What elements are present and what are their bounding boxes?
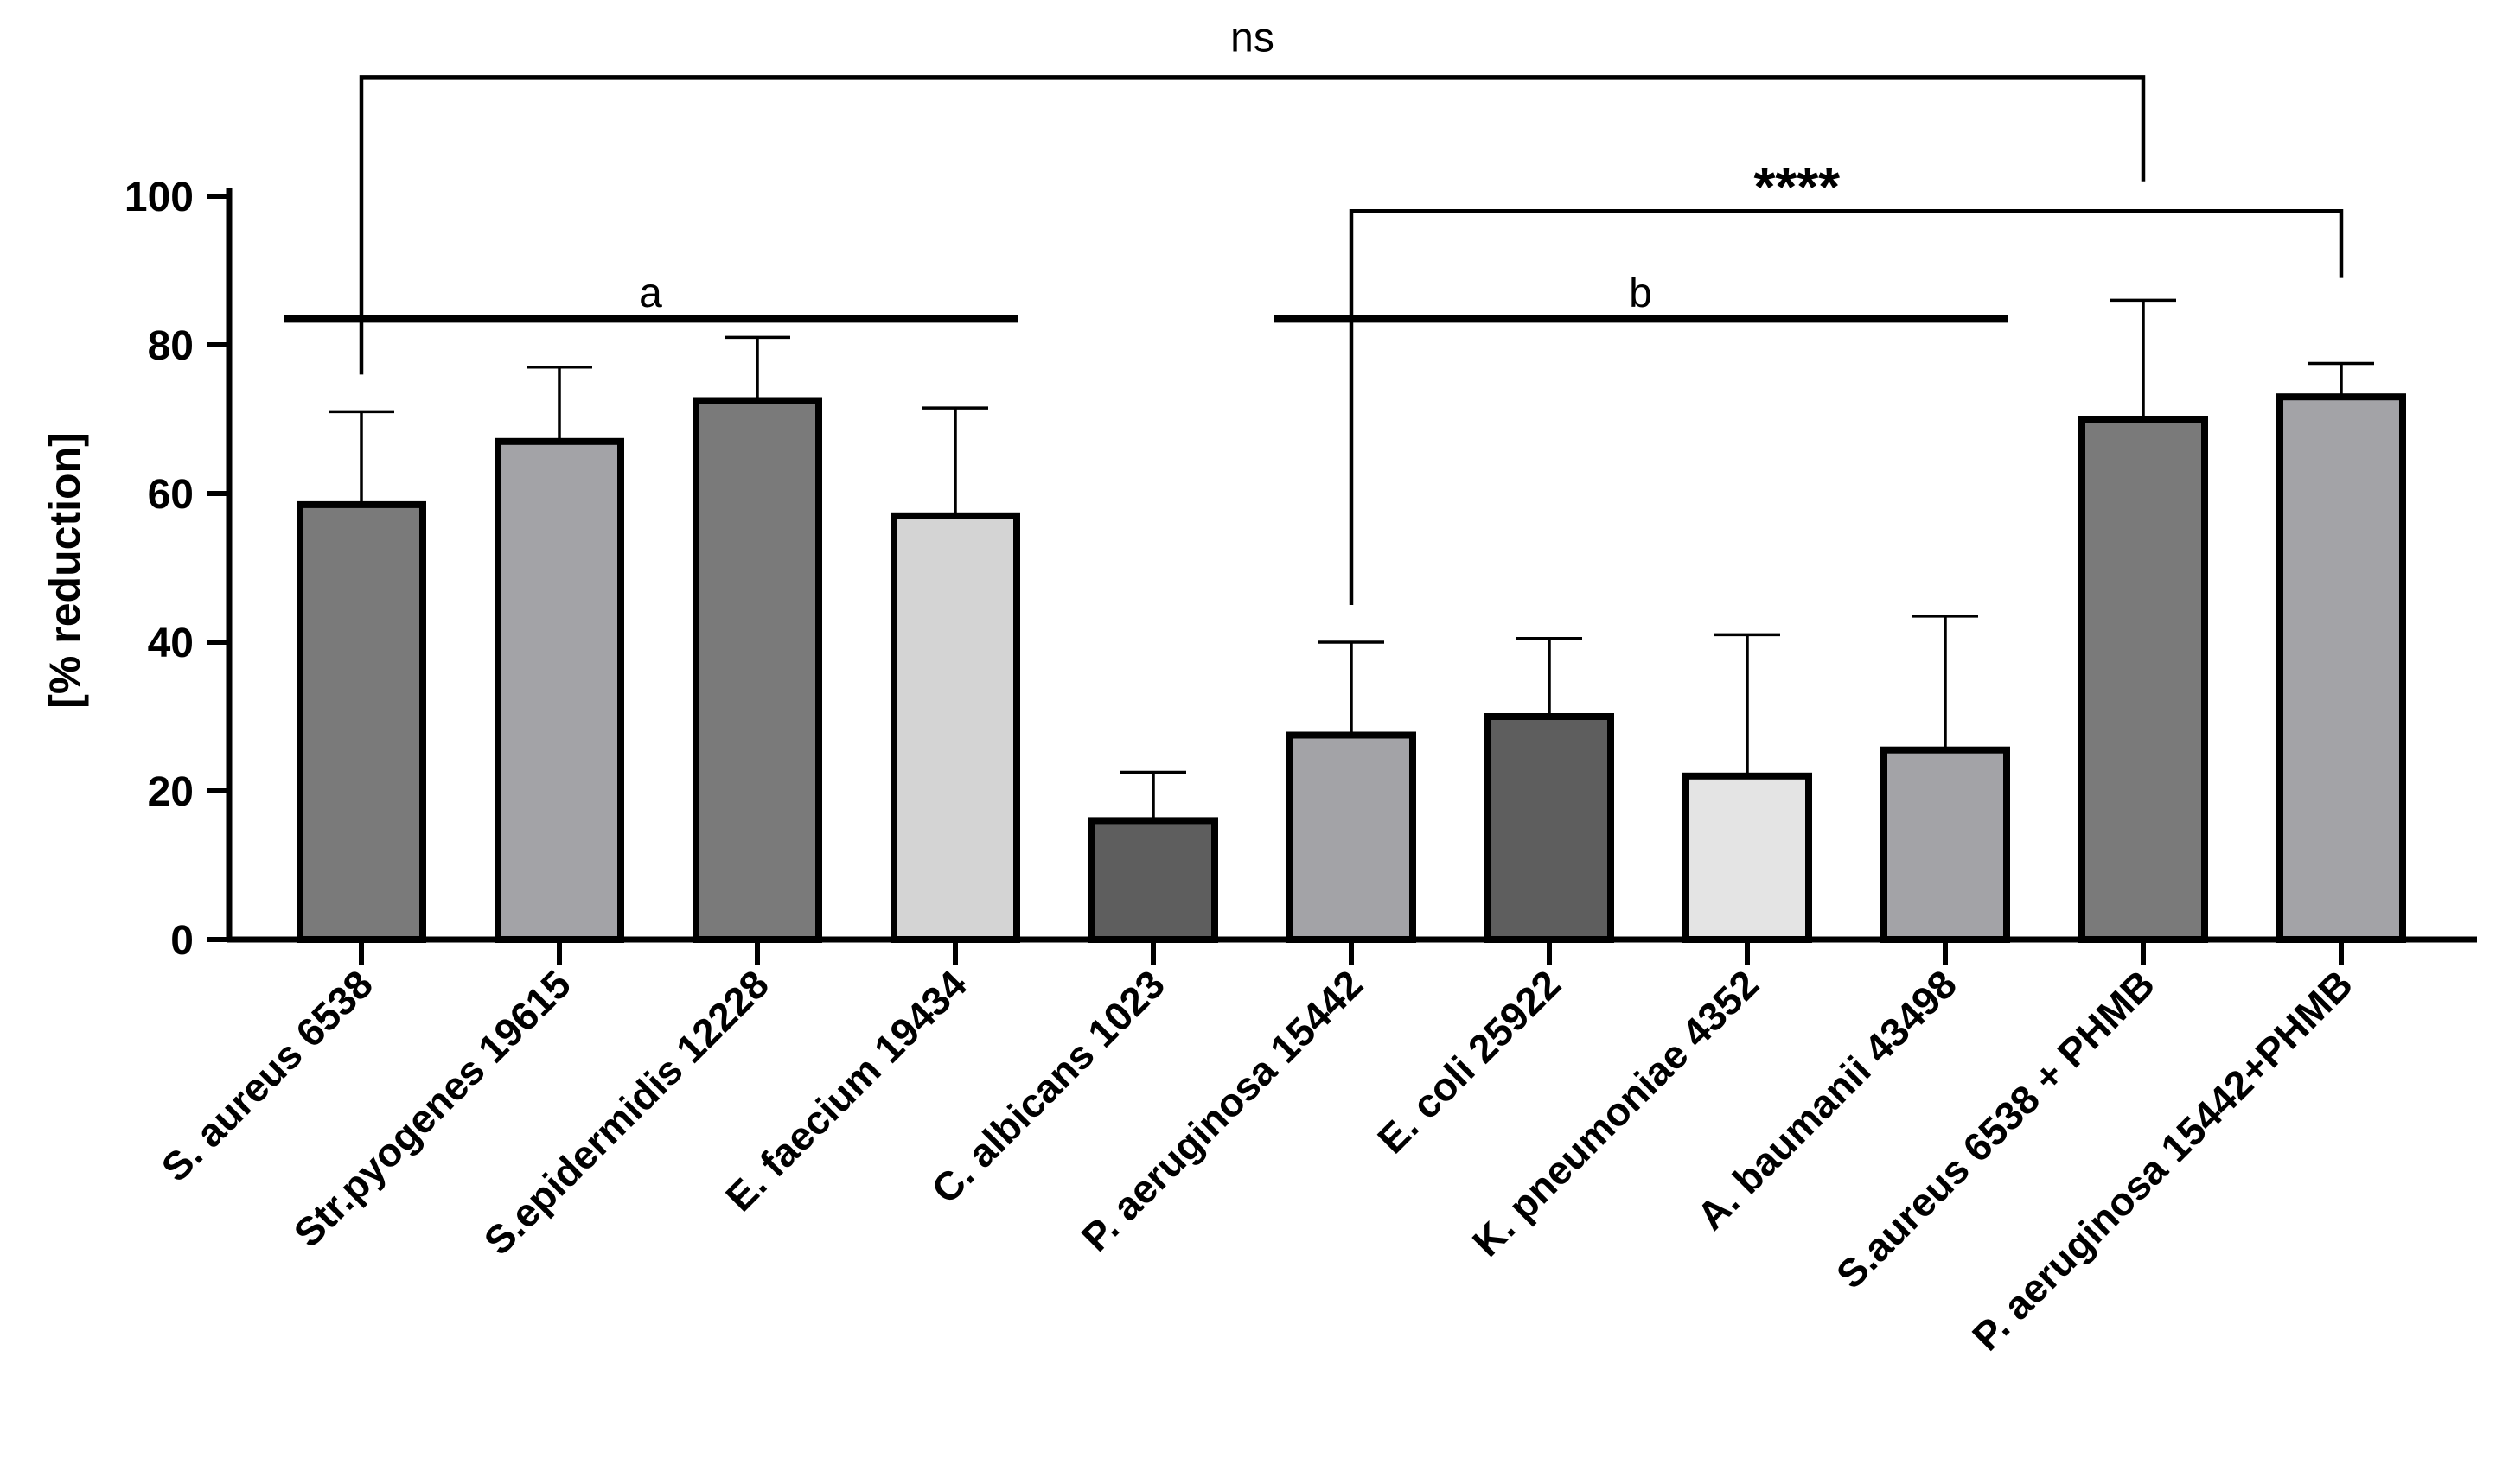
error-bars-group [329, 298, 2374, 821]
significance-label-stars: **** [1753, 156, 1840, 218]
bar-p-aeruginosa-15442 [1286, 731, 1416, 943]
bar-e-coli-25922 [1484, 713, 1614, 943]
significance-bracket-stars [1349, 208, 2344, 605]
annotations-group: a b ns **** [284, 15, 2344, 605]
bar-s-epidermidis-12228 [693, 397, 822, 943]
bar-e-faecium-19434 [891, 512, 1020, 943]
bar-a-baumanii-43498 [1880, 746, 2010, 944]
y-ticks-group: 0 20 40 60 80 100 [124, 175, 229, 964]
x-tick-label-p-aeruginosa-15442-phmb: P. aeruginosa 15442+PHMB [1963, 961, 2361, 1359]
y-tick-label-100: 100 [124, 175, 194, 220]
y-tick-label-20: 20 [148, 769, 194, 815]
bar-str-pyogenes-19615 [495, 437, 624, 943]
y-axis-label: [% reduction] [41, 432, 89, 708]
bar-p-aeruginosa-15442-phmb [2276, 393, 2406, 943]
bar-s-aureus-6538-phmb [2078, 416, 2208, 943]
bar-c-albicans-1023 [1088, 817, 1218, 944]
x-tick-label-s-aureus-6538: S. aureus 6538 [152, 961, 381, 1190]
y-tick-label-40: 40 [148, 621, 194, 666]
group-label-a: a [639, 271, 662, 316]
x-tick-label-s-aureus-6538-phmb: S.aureus 6538 + PHMB [1828, 961, 2163, 1296]
bar-s-aureus-6538 [297, 500, 426, 944]
y-tick-label-60: 60 [148, 472, 194, 518]
bar-k-pneumoniae-4352 [1682, 772, 1812, 943]
y-tick-label-0: 0 [170, 918, 194, 964]
significance-bracket-ns [359, 75, 2146, 375]
significance-label-ns: ns [1230, 15, 1274, 61]
x-tick-label-e-coli-25922: E. coli 25922 [1369, 961, 1569, 1162]
group-label-b: b [1629, 271, 1652, 316]
y-tick-label-80: 80 [148, 323, 194, 369]
